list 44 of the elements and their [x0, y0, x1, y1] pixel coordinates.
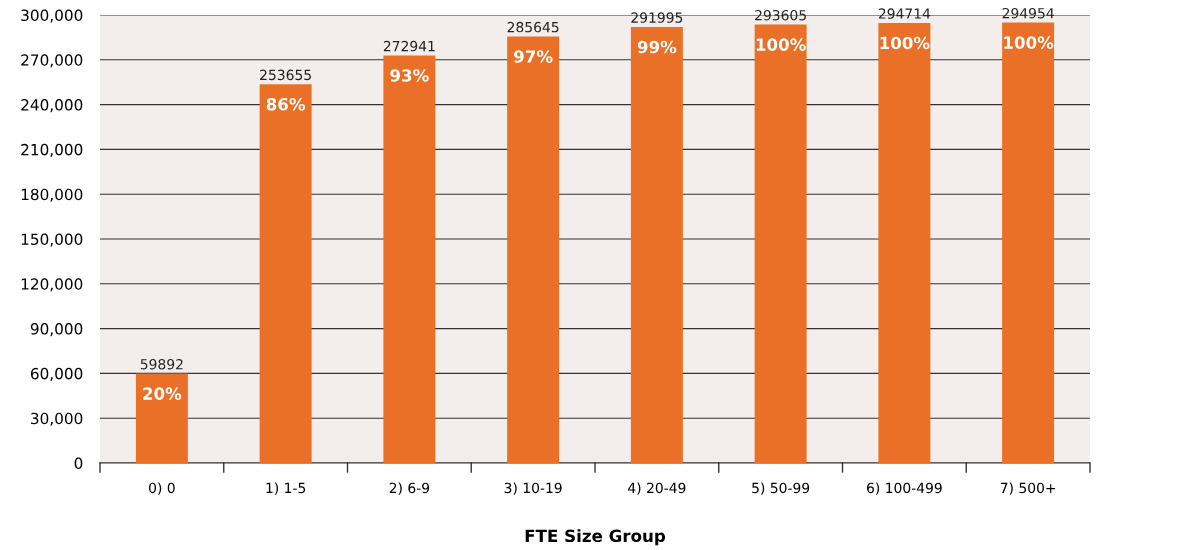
annotation: 100% [756, 38, 806, 51]
data-label: 293605 [755, 9, 806, 21]
annotation: 100% [1004, 36, 1054, 49]
y-tick-label: 60,000 [30, 367, 83, 381]
bar [878, 22, 931, 463]
bar [754, 24, 807, 463]
annotation: 86% [266, 97, 306, 111]
y-tick-label: 240,000 [21, 99, 83, 113]
data-label: 253655 [260, 69, 311, 81]
y-tick-label: 90,000 [30, 323, 83, 337]
y-tick-label: 120,000 [21, 278, 83, 292]
x-tick-label: 4) 20-49 [628, 482, 686, 495]
bar [630, 26, 683, 463]
bar [135, 373, 188, 463]
data-label: 285645 [507, 21, 559, 33]
x-tick-label: 7) 500+ [1000, 482, 1056, 495]
x-tick-label: 6) 100-499 [866, 482, 942, 495]
data-label: 294954 [1002, 7, 1054, 19]
x-tick-label: 3) 10-19 [504, 482, 562, 495]
y-tick-label: 180,000 [21, 188, 83, 202]
y-tick-label: 150,000 [21, 233, 83, 247]
x-tick-label: 1) 1-5 [266, 482, 306, 495]
x-tick-label: 5) 50-99 [752, 482, 810, 495]
data-label: 291995 [631, 12, 683, 23]
bar [383, 55, 436, 463]
annotation: 93% [390, 69, 429, 82]
bar [1002, 22, 1055, 463]
bar [507, 36, 560, 463]
y-tick-label: 270,000 [21, 54, 83, 68]
bar [259, 84, 312, 463]
data-label: 294714 [878, 8, 931, 19]
y-tick-label: 0 [74, 457, 83, 470]
annotation: 20% [143, 387, 182, 400]
annotation: 100% [880, 36, 930, 50]
y-tick-label: 210,000 [21, 143, 83, 157]
y-tick-label: 300,000 [21, 9, 83, 23]
annotation: 99% [637, 40, 677, 54]
data-label: 272941 [383, 40, 435, 52]
annotation: 97% [514, 50, 553, 63]
y-tick-label: 30,000 [31, 412, 83, 426]
x-axis-title: FTE Size Group [525, 529, 666, 546]
x-tick-label: 0) 0 [149, 482, 175, 495]
x-tick-label: 2) 6-9 [389, 482, 430, 495]
data-label: 59892 [140, 358, 183, 370]
